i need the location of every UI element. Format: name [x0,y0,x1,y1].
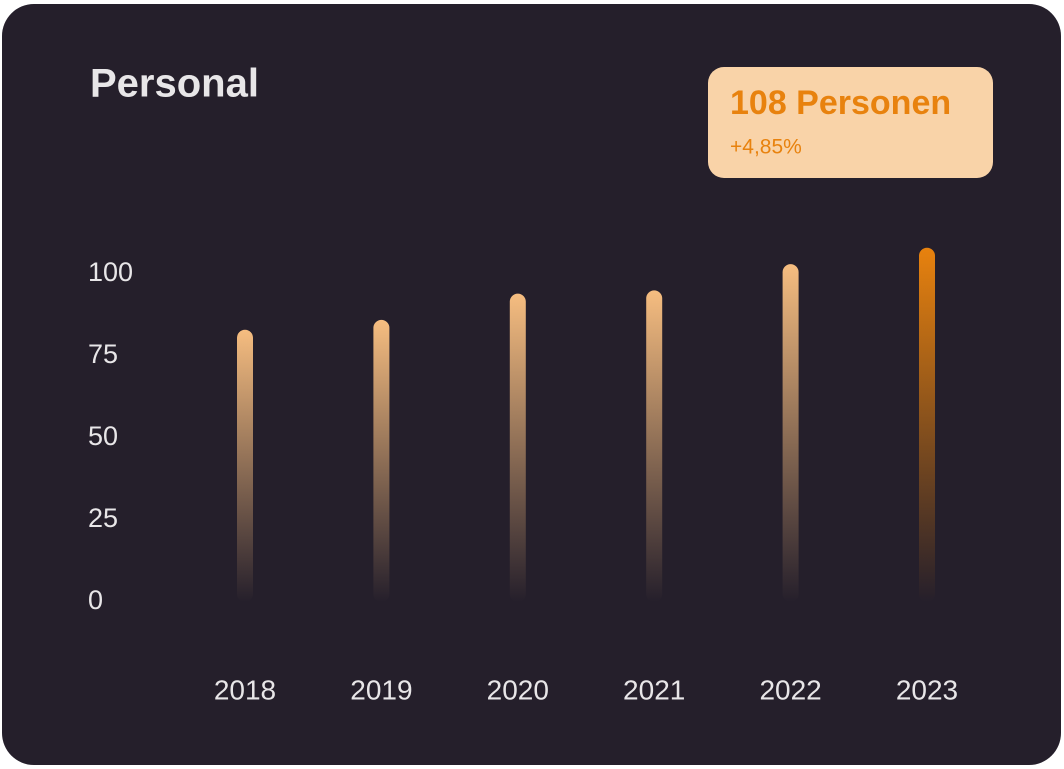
y-tick-label: 25 [88,503,118,533]
badge-title: 108 Personen [730,84,951,122]
bar [509,293,526,602]
chart-title: Personal [90,62,259,106]
x-tick-label: 2018 [214,674,276,705]
badge [708,67,993,178]
bar [919,247,935,602]
badge-subtitle: +4,85% [730,136,802,159]
y-tick-label: 75 [88,339,118,369]
y-tick-label: 50 [88,421,118,451]
x-tick-label: 2019 [350,674,412,705]
x-tick-label: 2023 [896,674,958,705]
x-tick-label: 2020 [487,674,549,705]
bar [237,329,253,602]
bar [373,319,390,602]
x-tick-label: 2021 [623,674,685,705]
y-tick-label: 0 [88,585,103,615]
y-tick-label: 100 [88,257,133,287]
x-tick-label: 2022 [759,674,821,705]
bar [646,290,663,602]
bar [782,264,799,602]
